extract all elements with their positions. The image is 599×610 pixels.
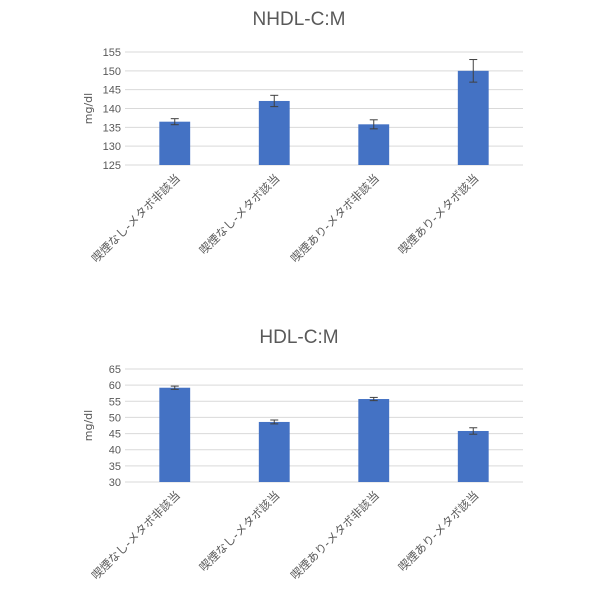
y-tick-label: 65: [109, 364, 121, 376]
y-tick-label: 30: [109, 477, 121, 489]
chart-1: NHDL-C:M mg/dl 125 130 135 140 145 150 155 喫煙なし-メ…: [82, 9, 523, 265]
y-tick-label: 150: [103, 66, 121, 78]
x-tick-label: 喫煙なし-メタボ非該当: [89, 171, 183, 265]
bar: [457, 70, 489, 165]
x-tick-label: 喫煙あり-メタボ該当: [395, 488, 481, 574]
x-tick-label: 喫煙なし-メタボ非該当: [89, 488, 183, 582]
x-tick-label: 喫煙あり-メタボ非該当: [288, 488, 382, 582]
y-tick-label: 60: [109, 380, 121, 392]
y-tick-label: 45: [109, 429, 121, 441]
chart-2: HDL-C:Mmg/dl3035404550556065喫煙なし-メタボ非該当喫…: [82, 327, 523, 582]
y-tick-label: 40: [109, 445, 121, 457]
bar: [358, 124, 390, 165]
x-tick-label: 喫煙あり-メタボ該当: [395, 171, 481, 257]
y-tick-label: 50: [109, 412, 121, 424]
y-tick-label: 145: [103, 85, 121, 97]
y-axis-label: mg/dl: [82, 410, 95, 441]
x-tick-label: 喫煙なし-メタボ該当: [196, 171, 282, 257]
y-tick-label: 130: [103, 141, 121, 153]
chart-title: NHDL-C:M: [253, 9, 346, 30]
chart-title: HDL-C:M: [259, 327, 338, 348]
x-tick-label: 喫煙なし-メタボ該当: [196, 488, 282, 574]
bar: [457, 430, 489, 482]
y-tick-label: 135: [103, 122, 121, 134]
bar: [159, 121, 191, 165]
bar: [159, 387, 191, 482]
bar: [258, 421, 290, 482]
y-tick-label: 35: [109, 461, 121, 473]
y-tick-label: 140: [103, 104, 121, 116]
y-axis-label: mg/dl: [82, 93, 95, 124]
bar: [358, 399, 390, 482]
bar: [258, 100, 290, 165]
y-tick-label: 125: [103, 160, 121, 172]
x-tick-label: 喫煙あり-メタボ非該当: [288, 171, 382, 265]
y-tick-label: 55: [109, 396, 121, 408]
y-tick-label: 155: [103, 47, 121, 59]
